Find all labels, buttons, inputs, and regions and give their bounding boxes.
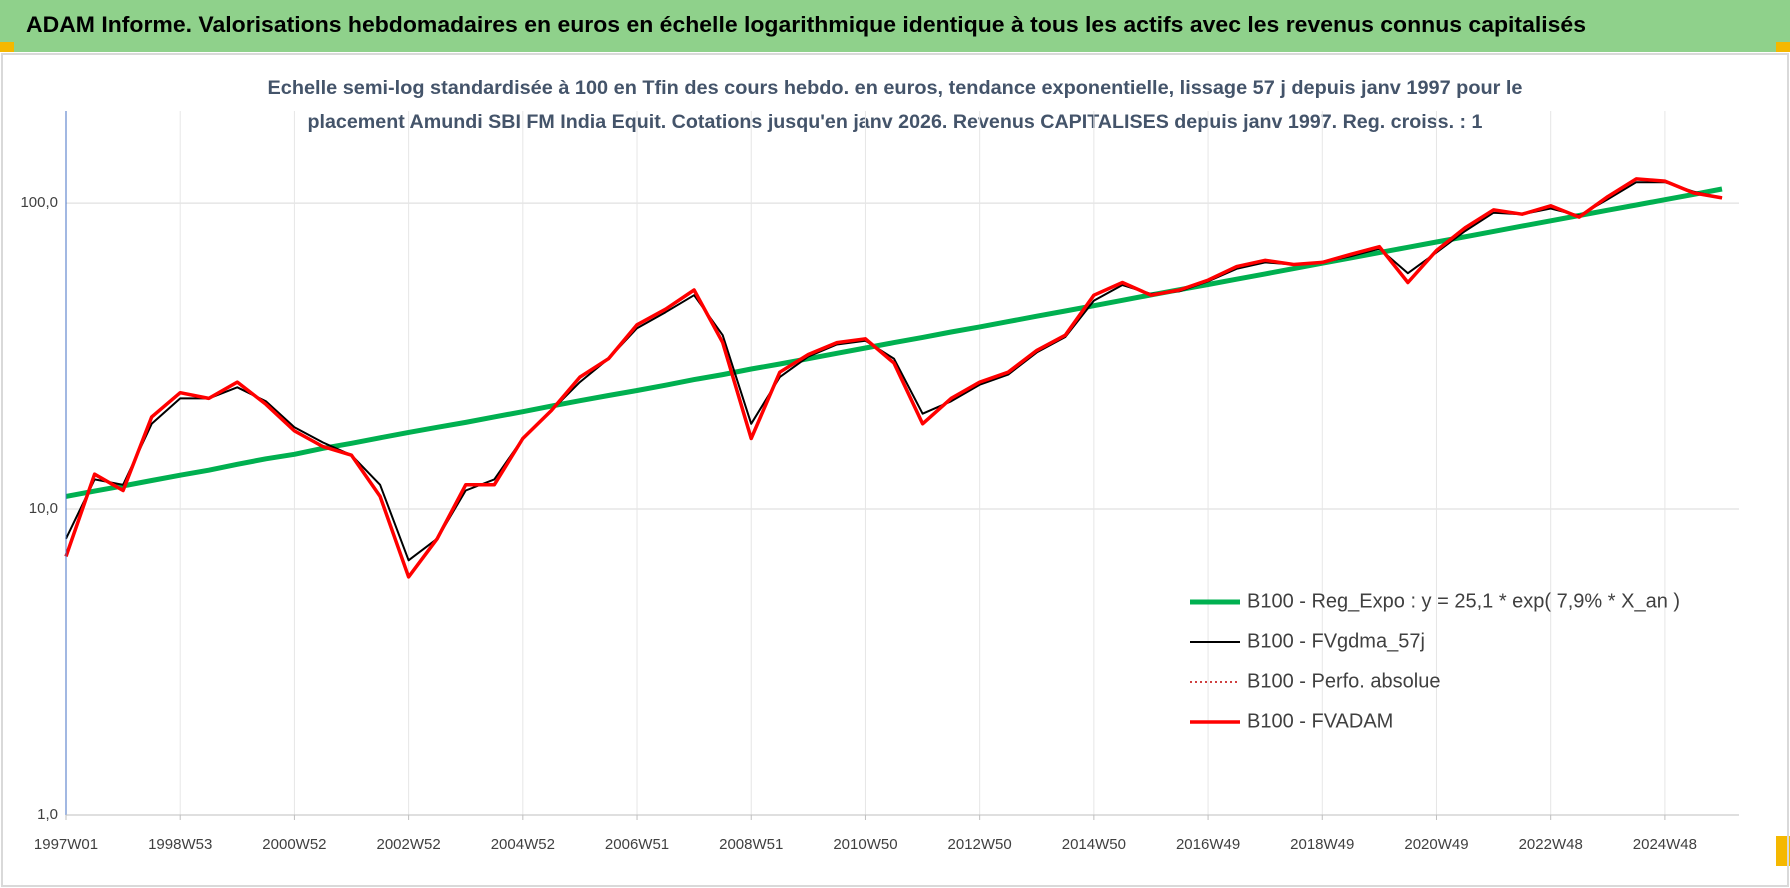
- legend-label: B100 - FVADAM: [1247, 710, 1393, 732]
- grid: [65, 111, 1739, 816]
- y-tick-label: 10,0: [29, 500, 58, 517]
- x-tick-label: 2020W49: [1404, 836, 1468, 853]
- x-tick-label: 2018W49: [1290, 836, 1354, 853]
- legend-label: B100 - Perfo. absolue: [1247, 670, 1440, 692]
- x-tick-label: 2016W49: [1176, 836, 1240, 853]
- frame: [1, 53, 1789, 887]
- x-tick-label: 2000W52: [262, 836, 326, 853]
- series-line: [64, 177, 1723, 579]
- x-tick-label: 2010W50: [833, 836, 897, 853]
- legend-label: B100 - Reg_Expo : y = 25,1 * exp( 7,9% *…: [1247, 590, 1680, 612]
- y-tick-label: 1,0: [37, 806, 58, 823]
- x-tick-label: 2002W52: [377, 836, 441, 853]
- axes: 1,0 10,0 100,0 1997W01 1998W53 2000W52 2002W52…: [20, 111, 1739, 853]
- header-bar: [0, 0, 1790, 52]
- x-tick-label: 2024W48: [1633, 836, 1697, 853]
- x-tick-label: 2012W50: [948, 836, 1012, 853]
- corner-mark: [0, 42, 14, 52]
- series-line: [65, 186, 1723, 499]
- x-tick-label: 2004W52: [491, 836, 555, 853]
- x-tick-label: 2022W48: [1519, 836, 1583, 853]
- x-tick-label: 1998W53: [148, 836, 212, 853]
- x-tick-label: 2014W50: [1062, 836, 1126, 853]
- corner-mark: [1776, 836, 1790, 866]
- legend-label: B100 - FVgdma_57j: [1247, 630, 1425, 652]
- plot-lines: [64, 177, 1723, 579]
- legend: B100 - Reg_Expo : y = 25,1 * exp( 7,9% *…: [1190, 590, 1680, 732]
- header-title: ADAM Informe. Valorisations hebdomadaire…: [26, 12, 1586, 37]
- x-tick-label: 2008W51: [719, 836, 783, 853]
- y-tick-label: 100,0: [20, 194, 58, 211]
- corner-mark: [1776, 42, 1790, 52]
- subtitle-line: Echelle semi-log standardisée à 100 en T…: [268, 78, 1523, 99]
- x-tick-label: 1997W01: [34, 836, 98, 853]
- x-tick-label: 2006W51: [605, 836, 669, 853]
- subtitle-line: placement Amundi SBI FM India Equit. Cot…: [308, 112, 1483, 133]
